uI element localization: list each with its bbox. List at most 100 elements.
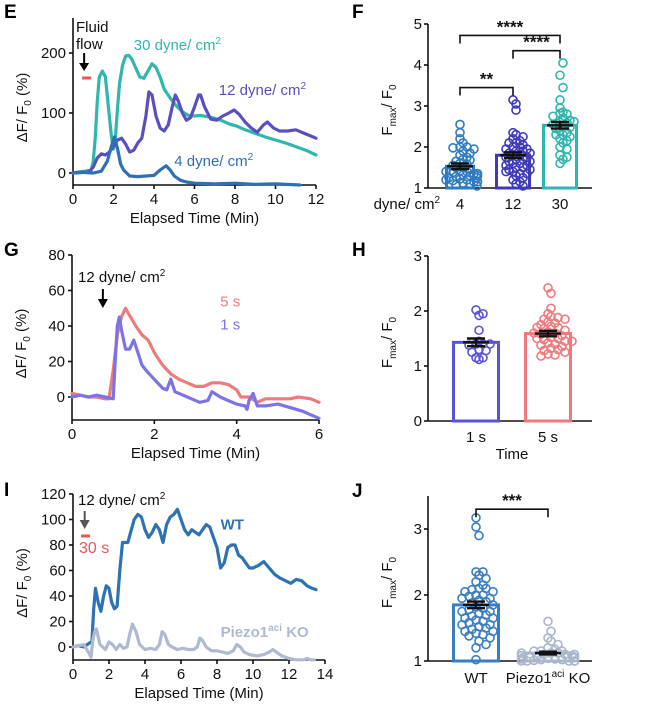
x-tick-label: 10 [267, 191, 284, 208]
annotation-shear-text: 12 dyne/ cm2 [78, 268, 166, 286]
y-tick-label: 1 [414, 358, 422, 375]
x-tick-label-text: KO [564, 670, 590, 687]
series-line-wt [71, 507, 318, 649]
significance-bracket [512, 49, 561, 59]
series-line-1-s [70, 315, 321, 420]
y-axis-title-subscript: max [388, 107, 399, 126]
data-point [471, 590, 481, 600]
x-tick-label: 0 [69, 191, 77, 208]
y-axis-title-subscript: max [388, 580, 399, 599]
y-axis-title-subscript: 0 [388, 556, 399, 562]
data-point [555, 70, 565, 81]
data-point [481, 639, 491, 650]
series-label-superscript: 2 [215, 36, 221, 47]
data-point [471, 522, 481, 532]
y-axis-title-main: ΔF/ F [14, 106, 31, 143]
panel-label: J [352, 481, 363, 502]
series-line-piezo1aci-ko [71, 622, 316, 662]
x-tick-label: 1 s [466, 429, 486, 446]
y-axis-title-subscript: 0 [22, 336, 33, 342]
y-axis-title: Fmax/ F0 [379, 84, 399, 136]
y-tick-label: 20 [48, 354, 65, 371]
series-label-superscript: 2 [248, 152, 254, 163]
y-axis-title: ΔF/ F0 (%) [13, 309, 33, 379]
x-tick-label: 2 [105, 666, 113, 683]
annotation-shear-text: 12 dyne/ cm2 [78, 491, 166, 509]
y-tick-label: 2 [414, 587, 422, 604]
x-tick-label: WT [464, 670, 487, 687]
data-point [516, 650, 527, 661]
x-tick-label: 30 [552, 196, 569, 213]
data-point [560, 347, 570, 358]
x-tick-label-text: WT [464, 670, 487, 687]
data-point [558, 82, 568, 93]
significance-stars: **** [497, 17, 524, 36]
x-axis-title: dyne/ cm2 [374, 195, 441, 213]
y-axis-title-main: F [379, 599, 396, 608]
y-tick-label: 0 [414, 413, 422, 430]
series-label-text: 5 s [220, 293, 240, 310]
series-label: 5 s [220, 293, 240, 310]
x-tick-label: 0 [69, 666, 77, 683]
data-point [441, 175, 451, 185]
y-tick-label: 80 [49, 537, 66, 554]
arrow-down-icon [79, 520, 90, 529]
data-point [478, 352, 488, 363]
significance-bracket [459, 86, 514, 96]
panel-label: E [4, 2, 17, 23]
data-point [457, 593, 467, 604]
x-tick-label: 5 s [538, 429, 558, 446]
x-tick-label: 2 [109, 191, 117, 208]
data-point [474, 325, 484, 336]
data-point [485, 339, 495, 349]
y-tick-label: 200 [41, 45, 66, 62]
series-label-text: KO [282, 624, 309, 641]
data-point [472, 181, 482, 191]
data-point [536, 351, 546, 361]
series-label-text: WT [221, 517, 244, 534]
x-tick-label: 0 [68, 426, 76, 443]
data-point [448, 143, 458, 153]
y-axis-title-main: F [379, 126, 396, 135]
annotation-text: 12 dyne/ cm [78, 269, 160, 286]
y-tick-label: 5 [414, 16, 422, 33]
annotation-flow-text: flow [76, 36, 103, 53]
x-axis-title: Elapsed Time (Min) [130, 210, 259, 227]
x-tick-label: 14 [317, 666, 334, 683]
y-axis-title-main: ΔF/ F [14, 581, 31, 618]
series-line-4-dyne-cm2 [71, 135, 302, 187]
y-tick-label: 1 [414, 653, 422, 670]
data-point [536, 654, 546, 665]
y-tick-label: 20 [49, 614, 66, 631]
arrow-down-icon [79, 63, 90, 71]
data-point [522, 656, 532, 666]
series-line-5-s [70, 306, 321, 404]
series-line-30-dyne-cm2 [71, 53, 318, 175]
x-axis-title: Elapsed Time (Min) [131, 445, 260, 462]
annotation-superscript: 2 [160, 491, 166, 502]
data-point [455, 119, 465, 130]
data-point [546, 288, 556, 299]
y-axis-title-main: ΔF/ F [13, 342, 30, 379]
data-point [518, 181, 528, 191]
series-label-text: 30 dyne/ cm [134, 37, 216, 54]
y-tick-label: 0 [58, 639, 66, 656]
series-label: 1 s [220, 317, 240, 334]
series-label-text: 12 dyne/ cm [219, 82, 301, 99]
y-axis-title-subscript: max [388, 340, 399, 359]
series-label-text: 4 dyne/ cm [174, 153, 247, 170]
y-tick-label: 80 [48, 247, 65, 264]
y-axis-title: Fmax/ F0 [379, 316, 399, 368]
data-point [455, 127, 465, 138]
data-point [504, 138, 514, 148]
data-point [474, 530, 484, 541]
data-point [529, 646, 539, 656]
x-tick-label: 4 [232, 426, 240, 443]
y-axis-title: ΔF/ F0 (%) [14, 548, 34, 618]
x-tick-label-text: Piezo1 [506, 670, 552, 687]
panel-label: G [4, 240, 19, 261]
